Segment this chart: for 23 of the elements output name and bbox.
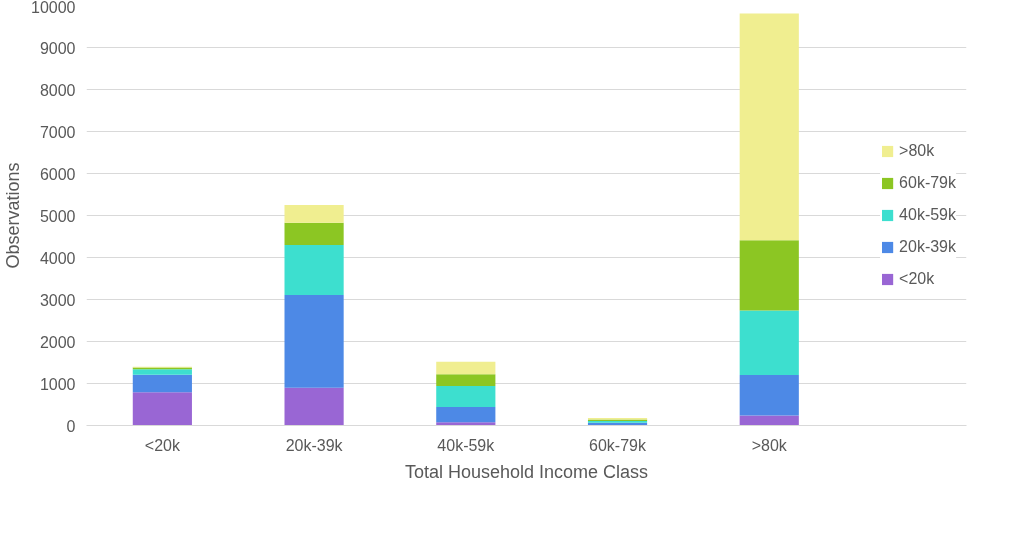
y-tick-label: 1000 [39, 375, 76, 393]
legend-label: 20k-39k [899, 238, 956, 256]
y-tick-label: 2000 [39, 333, 76, 351]
y-tick-label: 3000 [39, 291, 76, 309]
x-axis-title: Total Household Income Class [404, 461, 649, 482]
y-tick-label: 6000 [39, 165, 76, 183]
x-tick-label: <20k [144, 436, 181, 454]
x-tick-label: 60k-79k [589, 436, 647, 454]
x-tick-label: >80k [751, 436, 788, 454]
y-tick-label: 4000 [39, 249, 76, 267]
y-tick-label: 8000 [39, 81, 76, 99]
y-axis-title: Observations [3, 162, 24, 269]
y-tick-label: 0 [66, 417, 76, 435]
legend-label: >80k [899, 142, 935, 160]
legend-label: 40k-59k [899, 206, 956, 224]
legend-label: 60k-79k [899, 174, 956, 192]
x-tick-label: 40k-59k [437, 436, 496, 454]
y-tick-label: 10000 [31, 0, 76, 16]
x-tick-label: 20k-39k [285, 436, 344, 454]
legend-label: <20k [899, 270, 935, 288]
y-tick-label: 9000 [39, 39, 76, 57]
y-tick-label: 5000 [39, 207, 76, 225]
y-tick-label: 7000 [39, 123, 76, 141]
